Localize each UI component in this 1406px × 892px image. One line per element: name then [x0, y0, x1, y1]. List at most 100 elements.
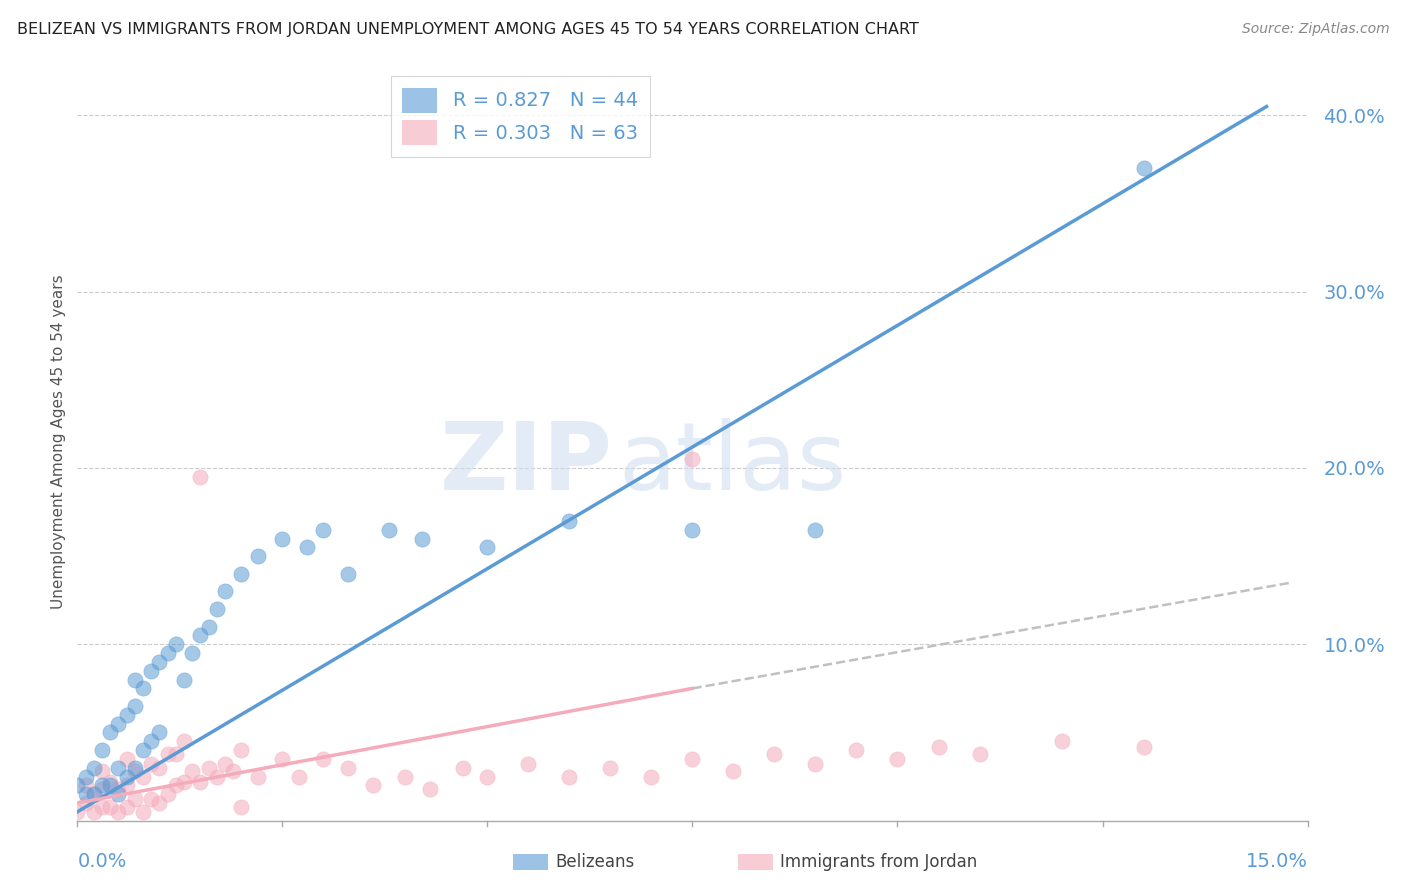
- Point: [83, 787, 105, 801]
- Point: [682, 452, 704, 467]
- Point: [411, 532, 433, 546]
- Point: [107, 781, 129, 796]
- Point: [271, 752, 294, 766]
- Point: [90, 778, 114, 792]
- Point: [66, 778, 89, 792]
- Point: [124, 792, 146, 806]
- Text: 15.0%: 15.0%: [1246, 853, 1308, 871]
- Point: [83, 761, 105, 775]
- Point: [156, 646, 179, 660]
- Point: [451, 761, 474, 775]
- Point: [90, 764, 114, 779]
- Point: [156, 747, 179, 761]
- Point: [394, 770, 416, 784]
- Point: [1050, 734, 1073, 748]
- Point: [141, 734, 163, 748]
- Point: [75, 778, 97, 792]
- Point: [337, 761, 360, 775]
- Point: [558, 770, 581, 784]
- Point: [173, 734, 195, 748]
- Point: [132, 770, 155, 784]
- Point: [141, 757, 163, 772]
- Point: [141, 664, 163, 678]
- Point: [337, 566, 360, 581]
- Point: [98, 725, 121, 739]
- Point: [90, 799, 114, 814]
- Text: atlas: atlas: [619, 418, 846, 510]
- Text: Belizeans: Belizeans: [555, 853, 634, 871]
- Point: [205, 770, 228, 784]
- Point: [165, 778, 187, 792]
- Point: [295, 541, 318, 555]
- Point: [148, 796, 170, 810]
- Point: [723, 764, 745, 779]
- Point: [886, 752, 908, 766]
- Point: [124, 764, 146, 779]
- Point: [156, 787, 179, 801]
- Point: [107, 787, 129, 801]
- Point: [132, 681, 155, 696]
- Point: [763, 747, 786, 761]
- Point: [115, 752, 138, 766]
- Point: [288, 770, 311, 784]
- Point: [90, 781, 114, 796]
- Point: [132, 805, 155, 819]
- Point: [115, 770, 138, 784]
- Legend: R = 0.827   N = 44, R = 0.303   N = 63: R = 0.827 N = 44, R = 0.303 N = 63: [391, 76, 650, 157]
- Point: [222, 764, 245, 779]
- Point: [271, 532, 294, 546]
- Point: [165, 637, 187, 651]
- Point: [640, 770, 662, 784]
- Point: [115, 707, 138, 722]
- Text: 0.0%: 0.0%: [77, 853, 127, 871]
- Point: [477, 541, 499, 555]
- Point: [558, 514, 581, 528]
- Point: [188, 628, 212, 642]
- Point: [107, 805, 129, 819]
- Point: [231, 566, 253, 581]
- Point: [246, 549, 269, 563]
- Point: [845, 743, 868, 757]
- Point: [231, 799, 253, 814]
- Point: [83, 787, 105, 801]
- Point: [969, 747, 991, 761]
- Point: [115, 799, 138, 814]
- Point: [517, 757, 540, 772]
- Point: [682, 523, 704, 537]
- Text: BELIZEAN VS IMMIGRANTS FROM JORDAN UNEMPLOYMENT AMONG AGES 45 TO 54 YEARS CORREL: BELIZEAN VS IMMIGRANTS FROM JORDAN UNEMP…: [17, 22, 918, 37]
- Point: [173, 775, 195, 789]
- Point: [141, 792, 163, 806]
- Point: [1132, 739, 1154, 754]
- Point: [173, 673, 195, 687]
- Point: [804, 523, 827, 537]
- Point: [928, 739, 950, 754]
- Point: [107, 761, 129, 775]
- Point: [312, 752, 335, 766]
- Point: [107, 716, 129, 731]
- Text: Source: ZipAtlas.com: Source: ZipAtlas.com: [1241, 22, 1389, 37]
- Point: [75, 770, 97, 784]
- Point: [66, 805, 89, 819]
- Point: [361, 778, 384, 792]
- Point: [419, 781, 441, 796]
- Point: [214, 757, 236, 772]
- Point: [124, 699, 146, 714]
- Point: [188, 470, 212, 484]
- Point: [246, 770, 269, 784]
- Text: ZIP: ZIP: [440, 418, 613, 510]
- Point: [165, 747, 187, 761]
- Y-axis label: Unemployment Among Ages 45 to 54 years: Unemployment Among Ages 45 to 54 years: [51, 274, 66, 609]
- Point: [132, 743, 155, 757]
- Point: [98, 775, 121, 789]
- Point: [312, 523, 335, 537]
- Point: [124, 673, 146, 687]
- Point: [115, 778, 138, 792]
- Point: [75, 787, 97, 801]
- Point: [181, 764, 204, 779]
- Point: [98, 799, 121, 814]
- Point: [148, 655, 170, 669]
- Point: [477, 770, 499, 784]
- Point: [148, 761, 170, 775]
- Point: [83, 805, 105, 819]
- Text: Immigrants from Jordan: Immigrants from Jordan: [780, 853, 977, 871]
